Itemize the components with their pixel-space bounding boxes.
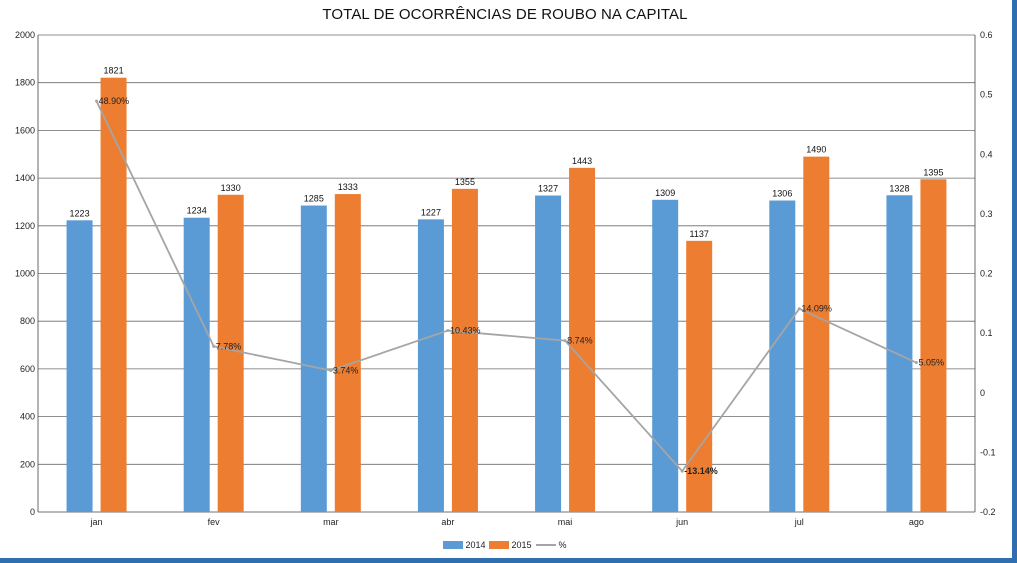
y-tick-label: 2000	[15, 30, 35, 40]
percent-label: 3.74%	[333, 365, 359, 375]
x-tick-label: jan	[90, 517, 103, 527]
bar-2014	[417, 219, 444, 512]
percent-point	[212, 344, 216, 348]
percent-label: 48.90%	[99, 96, 130, 106]
y2-tick-label: 0	[980, 388, 985, 398]
data-label-2015: 1333	[338, 182, 358, 192]
legend-swatch-percent	[535, 544, 556, 546]
bar-2014	[183, 217, 210, 513]
data-label-2014: 1327	[538, 184, 558, 194]
data-label-2015: 1137	[690, 229, 709, 239]
percent-label: 10.43%	[450, 326, 481, 336]
legend-swatch-2015	[489, 541, 510, 549]
data-label-2015: 1490	[806, 145, 826, 155]
y-tick-label: 1000	[15, 269, 35, 279]
bar-2015	[686, 240, 713, 512]
data-label-2014: 1234	[187, 206, 207, 216]
x-tick-label: jul	[794, 517, 804, 527]
x-tick-label: mar	[323, 517, 339, 527]
y-tick-label: 1200	[15, 221, 35, 231]
x-tick-label: abr	[441, 517, 454, 527]
bar-2014	[300, 205, 327, 512]
y2-tick-label: 0.4	[980, 149, 993, 159]
bar-2014	[66, 220, 93, 512]
data-label-2015: 1355	[455, 177, 475, 187]
bar-2015	[100, 77, 127, 512]
legend-item-2015: 2015	[489, 540, 532, 550]
x-tick-label: ago	[909, 517, 924, 527]
data-label-2014: 1328	[889, 183, 909, 193]
data-label-2014: 1309	[655, 188, 675, 198]
legend-label-2015: 2015	[511, 540, 532, 550]
data-label-2015: 1443	[572, 156, 592, 166]
y2-tick-label: 0.3	[980, 209, 993, 219]
y2-tick-label: 0.6	[980, 30, 993, 40]
percent-label: 5.05%	[918, 358, 944, 368]
y-tick-label: 600	[20, 364, 35, 374]
chart-legend: 2014 2015 %	[0, 540, 1010, 550]
y-tick-label: 0	[30, 507, 35, 517]
percent-point	[797, 307, 801, 311]
bar-2015	[451, 188, 478, 512]
percent-label: 14.09%	[801, 304, 832, 314]
x-tick-label: mai	[558, 517, 573, 527]
percent-point	[563, 339, 567, 343]
percent-label: 7.78%	[216, 341, 242, 351]
legend-label-percent: %	[558, 540, 567, 550]
x-tick-label: jun	[675, 517, 688, 527]
legend-label-2014: 2014	[465, 540, 486, 550]
y2-tick-label: 0.1	[980, 328, 993, 338]
y2-tick-label: -0.2	[980, 507, 996, 517]
bar-2015	[569, 167, 596, 513]
x-tick-label: fev	[208, 517, 221, 527]
chart-title: TOTAL DE OCORRÊNCIAS DE ROUBO NA CAPITAL	[322, 6, 688, 23]
y-tick-label: 800	[20, 316, 35, 326]
percent-point	[95, 99, 99, 103]
data-label-2014: 1285	[304, 194, 324, 204]
y-tick-label: 1400	[15, 173, 35, 183]
percent-point	[914, 361, 918, 365]
bar-2014	[652, 199, 679, 512]
legend-swatch-2014	[443, 541, 464, 549]
data-label-2014: 1223	[70, 208, 90, 218]
y-tick-label: 400	[20, 412, 35, 422]
y2-tick-label: -0.1	[980, 447, 996, 457]
bar-2014	[769, 200, 796, 513]
bar-2015	[920, 179, 947, 513]
data-label-2015: 1330	[221, 183, 241, 193]
percent-line	[95, 100, 917, 473]
bar-2014	[886, 195, 913, 512]
bar-2014	[535, 195, 562, 512]
y2-tick-label: 0.5	[980, 90, 993, 100]
y-tick-label: 1800	[15, 78, 35, 88]
y-tick-label: 200	[20, 459, 35, 469]
percent-point	[680, 469, 684, 473]
data-label-2014: 1227	[421, 207, 441, 217]
data-label-2014: 1306	[772, 189, 792, 199]
chart-plot: 0 200 400 600 800 1000 1200 1400 1600 1800 2000 -0.…	[15, 30, 996, 527]
bar-2015	[217, 194, 244, 513]
data-label-2015: 1821	[104, 66, 124, 76]
y-tick-label: 1600	[15, 125, 35, 135]
bar-2015	[334, 194, 361, 512]
y2-tick-label: 0.2	[980, 269, 993, 279]
percent-label: 8.74%	[567, 336, 593, 346]
percent-label: -13.14%	[684, 466, 718, 476]
legend-item-percent: %	[535, 540, 567, 550]
legend-item-2014: 2014	[443, 540, 485, 550]
bar-2015	[803, 156, 830, 512]
percent-point	[446, 329, 450, 333]
percent-point	[329, 368, 333, 372]
data-label-2015: 1395	[923, 167, 943, 177]
